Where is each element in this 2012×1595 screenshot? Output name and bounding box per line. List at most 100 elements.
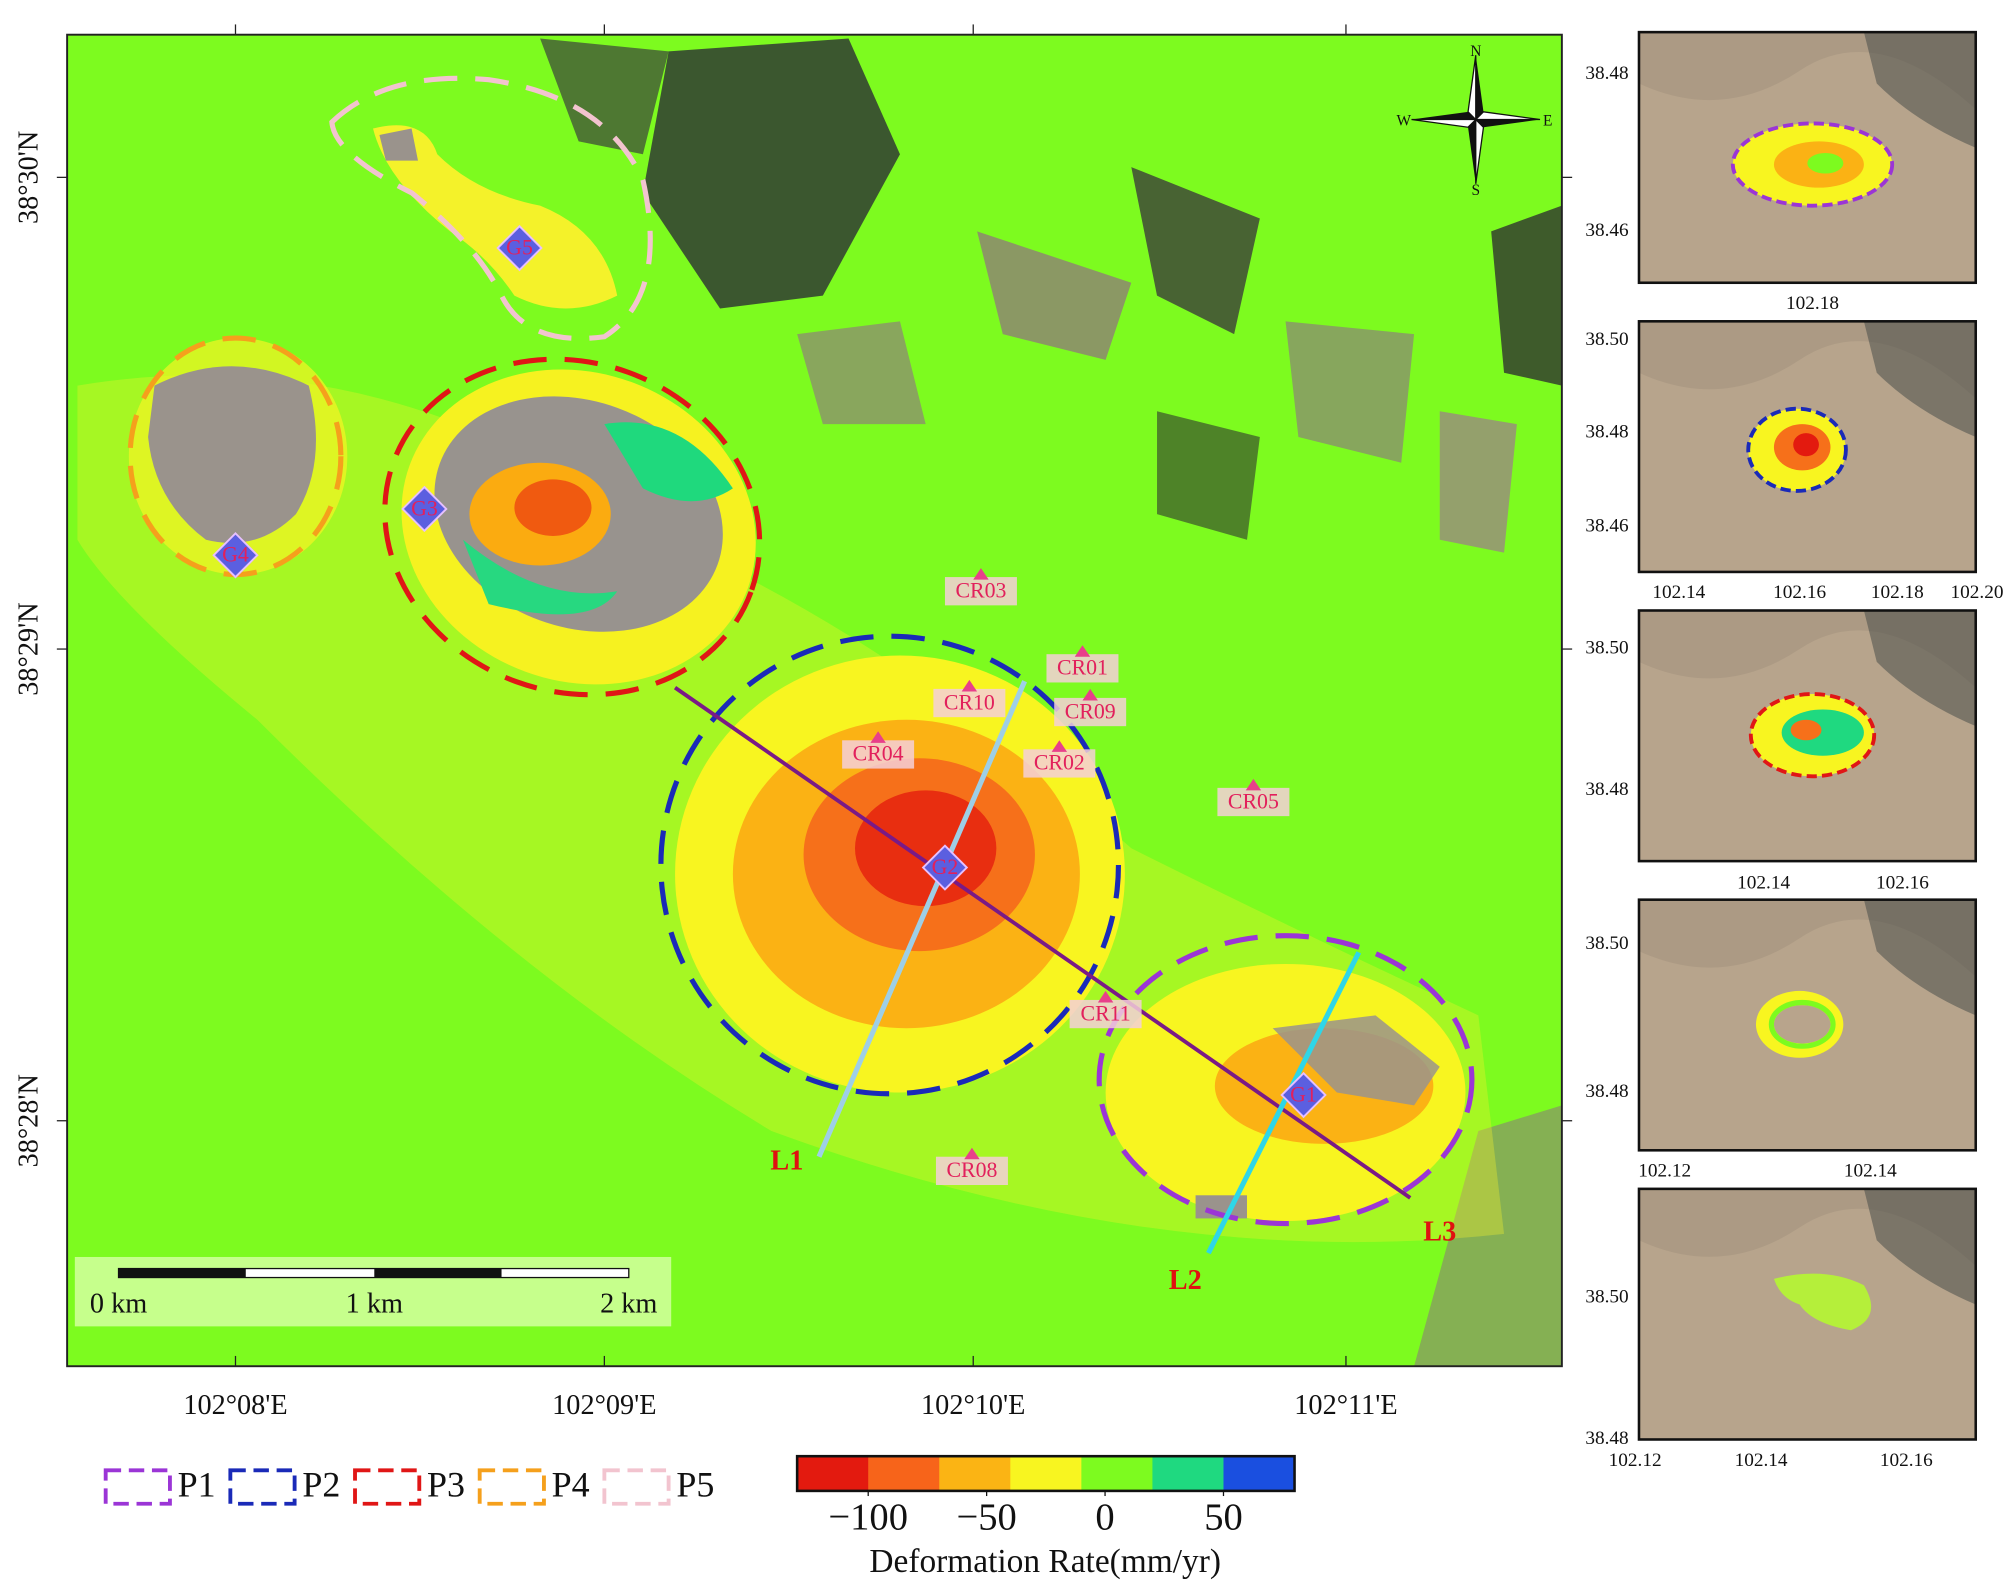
colorbar-bin bbox=[1223, 1456, 1296, 1491]
inset-deformation bbox=[1807, 152, 1844, 174]
site-label-box bbox=[1054, 697, 1127, 727]
inset-x-label: 102.12 bbox=[1638, 1161, 1691, 1182]
inset-frame bbox=[1637, 898, 1978, 1152]
map-frame bbox=[66, 33, 1563, 1368]
inset-x-label: 102.16 bbox=[1880, 1450, 1933, 1471]
colorbar-tick-label: −100 bbox=[828, 1496, 908, 1538]
zone-p5 bbox=[329, 75, 653, 342]
legend-label: P4 bbox=[552, 1465, 590, 1505]
inset-y-label: 38.50 bbox=[1585, 329, 1628, 350]
site-label: CR03 bbox=[955, 579, 1006, 603]
legend-swatch bbox=[477, 1468, 546, 1506]
site-marker bbox=[212, 532, 259, 579]
profile-line-l2 bbox=[1206, 951, 1362, 1255]
inset-x-label: 102.18 bbox=[1786, 293, 1839, 314]
inset-x-label: 102.12 bbox=[1609, 1450, 1662, 1471]
inset-x-label: 102.16 bbox=[1773, 582, 1826, 603]
inset-x-label: 102.14 bbox=[1652, 582, 1705, 603]
inset-deformation bbox=[1773, 1005, 1831, 1044]
inset-y-label: 38.50 bbox=[1585, 637, 1628, 658]
compass-n: N bbox=[1470, 43, 1481, 60]
legend-swatch bbox=[353, 1468, 422, 1506]
inset-map bbox=[1638, 32, 1976, 283]
compass: N S W E bbox=[1397, 43, 1553, 199]
site-marker bbox=[921, 844, 969, 891]
scale-label: 1 km bbox=[346, 1288, 403, 1319]
site-label: CR02 bbox=[1034, 751, 1085, 775]
site-marker bbox=[1082, 688, 1098, 701]
colorbar-bin bbox=[1010, 1456, 1083, 1491]
y-axis-label: 38°30'N bbox=[14, 131, 45, 224]
inset-x-label: 102.14 bbox=[1844, 1161, 1897, 1182]
inset-x-label: 102.14 bbox=[1735, 1450, 1788, 1471]
x-axis-label: 102°08'E bbox=[183, 1390, 287, 1421]
site-label-box bbox=[944, 577, 1017, 606]
inset-deformation bbox=[1790, 719, 1822, 741]
x-axis-label: 102°09'E bbox=[552, 1390, 656, 1421]
inset-x-label: 102.14 bbox=[1737, 873, 1790, 894]
inset-terrain bbox=[1863, 610, 1976, 727]
site-label-box bbox=[935, 1156, 1008, 1186]
scale-bar: 0 km 1 km 2 km bbox=[74, 1256, 672, 1327]
profile-label: L2 bbox=[1169, 1265, 1202, 1296]
inset-deformation bbox=[1793, 433, 1819, 457]
site-label: G3 bbox=[411, 496, 438, 520]
inset-y-label: 38.48 bbox=[1585, 1081, 1628, 1102]
profile-line-l3 bbox=[673, 686, 1412, 1200]
inset-map bbox=[1638, 610, 1976, 862]
site-label: G4 bbox=[222, 543, 249, 567]
legend-swatch bbox=[228, 1468, 297, 1506]
site-label: CR08 bbox=[946, 1158, 997, 1182]
site-marker bbox=[1051, 740, 1068, 752]
y-axis-label: 38°29'N bbox=[14, 602, 45, 695]
inset-terrain bbox=[1863, 1188, 1976, 1305]
profile-label: L3 bbox=[1423, 1216, 1456, 1247]
site-label: G5 bbox=[506, 235, 533, 259]
legend-label: P2 bbox=[302, 1465, 340, 1505]
profile-line-l1 bbox=[816, 680, 1027, 1158]
site-marker bbox=[496, 224, 543, 272]
site-label: G1 bbox=[1290, 1082, 1317, 1106]
zone-p3 bbox=[382, 356, 763, 698]
site-label-box bbox=[933, 688, 1006, 718]
legend-label: P3 bbox=[427, 1465, 465, 1505]
colorbar-frame bbox=[795, 1454, 1296, 1493]
legend-label: P5 bbox=[676, 1465, 714, 1505]
deformation-map bbox=[67, 34, 1562, 1367]
compass-w: W bbox=[1397, 113, 1412, 130]
site-marker bbox=[964, 1147, 980, 1160]
x-axis-label: 102°10'E bbox=[921, 1390, 1025, 1421]
inset-map bbox=[1638, 1188, 1976, 1440]
inset-frame bbox=[1637, 320, 1978, 574]
inset-y-label: 38.48 bbox=[1585, 779, 1628, 800]
site-label: G2 bbox=[932, 855, 959, 879]
site-marker bbox=[973, 568, 989, 580]
site-marker bbox=[1097, 990, 1114, 1003]
site-label: CR04 bbox=[853, 742, 904, 766]
site-label-box bbox=[1046, 654, 1119, 683]
scale-label: 0 km bbox=[90, 1288, 147, 1319]
site-marker bbox=[870, 731, 886, 743]
site-marker bbox=[1245, 778, 1262, 791]
site-label-box bbox=[1217, 787, 1290, 817]
inset-x-label: 102.18 bbox=[1871, 582, 1924, 603]
x-axis-label: 102°11'E bbox=[1294, 1390, 1397, 1421]
colorbar-bin bbox=[797, 1456, 869, 1491]
legend-swatch bbox=[602, 1468, 671, 1506]
site-label: CR05 bbox=[1228, 789, 1279, 813]
inset-frame bbox=[1637, 609, 1978, 863]
site-label: CR11 bbox=[1081, 1001, 1131, 1025]
colorbar-bin bbox=[1081, 1456, 1154, 1491]
site-label-box bbox=[842, 740, 915, 769]
inset-terrain bbox=[1863, 321, 1976, 437]
colorbar-title: Deformation Rate(mm/yr) bbox=[869, 1543, 1221, 1580]
colorbar-bin bbox=[1152, 1456, 1225, 1491]
inset-x-label: 102.16 bbox=[1876, 873, 1929, 894]
inset-y-label: 38.48 bbox=[1585, 422, 1628, 443]
legend-label: P1 bbox=[178, 1465, 216, 1505]
site-marker bbox=[1074, 645, 1091, 657]
inset-frame bbox=[1637, 1187, 1978, 1441]
zone-p1 bbox=[1096, 933, 1475, 1227]
site-label: CR01 bbox=[1057, 656, 1108, 680]
